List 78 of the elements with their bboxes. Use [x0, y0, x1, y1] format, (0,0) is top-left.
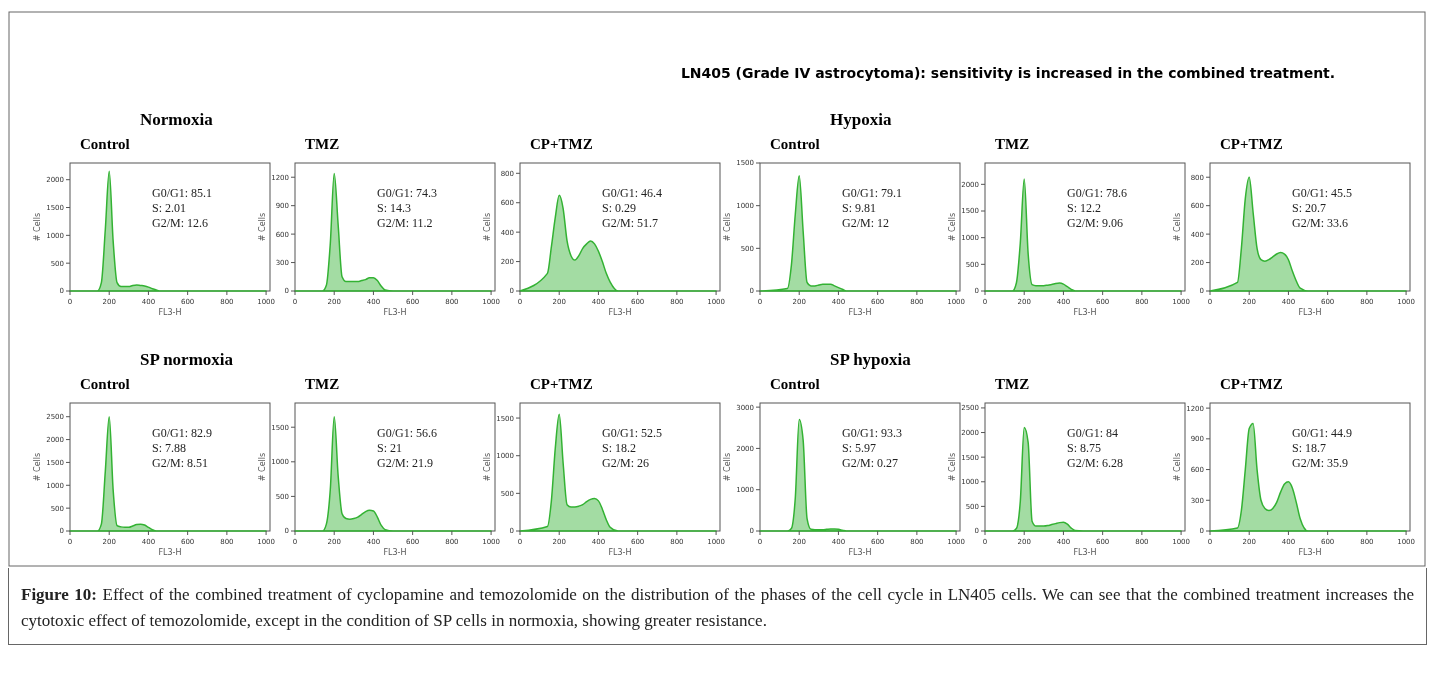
y-axis-title: # Cells	[33, 212, 42, 242]
text: LN405 (Grade IV astrocytoma): sensitivity is increased in the combined treatment.	[680, 65, 1336, 81]
y-axis-title: # Cells	[723, 212, 732, 242]
annotation: G2/M: 12.6	[152, 216, 209, 230]
annotation: S: 9.81	[842, 201, 877, 215]
chart-title: CP+TMZ	[530, 136, 593, 152]
annotation: S: 18.2	[602, 441, 637, 455]
annotation: G0/G1: 79.1	[842, 186, 902, 200]
annotation: G2/M: 51.7	[602, 216, 659, 230]
chart-title: Control	[770, 136, 820, 152]
chart-title: TMZ	[995, 376, 1030, 392]
x-axis-title: FL3-H	[158, 548, 182, 557]
y-axis-title: # Cells	[723, 452, 732, 482]
x-axis-title: FL3-H	[1298, 548, 1322, 557]
annotation: S: 20.7	[1292, 201, 1327, 215]
annotation: S: 14.3	[377, 201, 412, 215]
chart-title: Control	[770, 376, 820, 392]
annotation: G0/G1: 82.9	[152, 426, 212, 440]
x-axis-title: FL3-H	[608, 308, 632, 317]
chart-title: TMZ	[305, 376, 340, 392]
annotation: S: 7.88	[152, 441, 187, 455]
x-axis-title: FL3-H	[383, 548, 407, 557]
annotation: S: 21	[377, 441, 403, 455]
annotation: G2/M: 8.51	[152, 456, 209, 470]
x-axis-title: FL3-H	[383, 308, 407, 317]
annotation: G0/G1: 56.6	[377, 426, 437, 440]
annotation: G0/G1: 52.5	[602, 426, 662, 440]
annotation: S: 0.29	[602, 201, 637, 215]
x-axis-title: FL3-H	[1298, 308, 1322, 317]
y-axis-title: # Cells	[258, 452, 267, 482]
chart-subtitle: SP hypoxia	[830, 350, 912, 369]
x-axis-title: FL3-H	[158, 308, 182, 317]
annotation: G0/G1: 78.6	[1067, 186, 1127, 200]
annotation: G2/M: 0.27	[842, 456, 899, 470]
annotation: G2/M: 12	[842, 216, 890, 230]
annotation: S: 12.2	[1067, 201, 1102, 215]
x-axis-title: FL3-H	[1073, 548, 1097, 557]
annotation: G0/G1: 93.3	[842, 426, 902, 440]
annotation: S: 18.7	[1292, 441, 1327, 455]
annotation: G2/M: 33.6	[1292, 216, 1349, 230]
x-axis-title: FL3-H	[848, 548, 872, 557]
chart-title: Control	[80, 376, 130, 392]
x-axis-title: FL3-H	[608, 548, 632, 557]
annotation: G2/M: 11.2	[377, 216, 433, 230]
annotation: G2/M: 35.9	[1292, 456, 1349, 470]
y-axis-title: # Cells	[483, 452, 492, 482]
chart-title: CP+TMZ	[530, 376, 593, 392]
annotation: G0/G1: 84	[1067, 426, 1118, 440]
annotation: G2/M: 6.28	[1067, 456, 1124, 470]
caption: Figure 10: Effect of the combined treatment of cyclopamine and temozolomide on the distribution of the phases of the cell cycle in LN405 cells. We can see that the combined treatment increases the cytotoxic effect of temozolomide, except in the condition of SP cells in normoxia, showing greater resistance.	[8, 568, 1427, 645]
chart-title: Control	[80, 136, 130, 152]
annotation: G0/G1: 45.5	[1292, 186, 1352, 200]
chart-subtitle: SP normoxia	[140, 350, 234, 369]
annotation: G0/G1: 85.1	[152, 186, 212, 200]
y-axis-title: # Cells	[948, 452, 957, 482]
y-axis-title: # Cells	[33, 452, 42, 482]
chart-title: CP+TMZ	[1220, 136, 1283, 152]
y-axis-title: # Cells	[258, 212, 267, 242]
chart-title: TMZ	[995, 136, 1030, 152]
y-axis-title: # Cells	[948, 212, 957, 242]
annotation: G2/M: 26	[602, 456, 650, 470]
y-axis-title: # Cells	[1173, 212, 1182, 242]
annotation: S: 5.97	[842, 441, 877, 455]
annotation: G0/G1: 44.9	[1292, 426, 1352, 440]
y-axis-title: # Cells	[483, 212, 492, 242]
x-axis-title: FL3-H	[1073, 308, 1097, 317]
annotation: S: 8.75	[1067, 441, 1102, 455]
annotation: G2/M: 9.06	[1067, 216, 1124, 230]
chart-subtitle: Normoxia	[140, 110, 214, 129]
annotation: G2/M: 21.9	[377, 456, 434, 470]
annotation: G0/G1: 74.3	[377, 186, 437, 200]
chart-title: CP+TMZ	[1220, 376, 1283, 392]
x-axis-title: FL3-H	[848, 308, 872, 317]
annotation: S: 2.01	[152, 201, 187, 215]
chart-title: TMZ	[305, 136, 340, 152]
chart-subtitle: Hypoxia	[830, 110, 892, 129]
y-axis-title: # Cells	[1173, 452, 1182, 482]
annotation: G0/G1: 46.4	[602, 186, 662, 200]
